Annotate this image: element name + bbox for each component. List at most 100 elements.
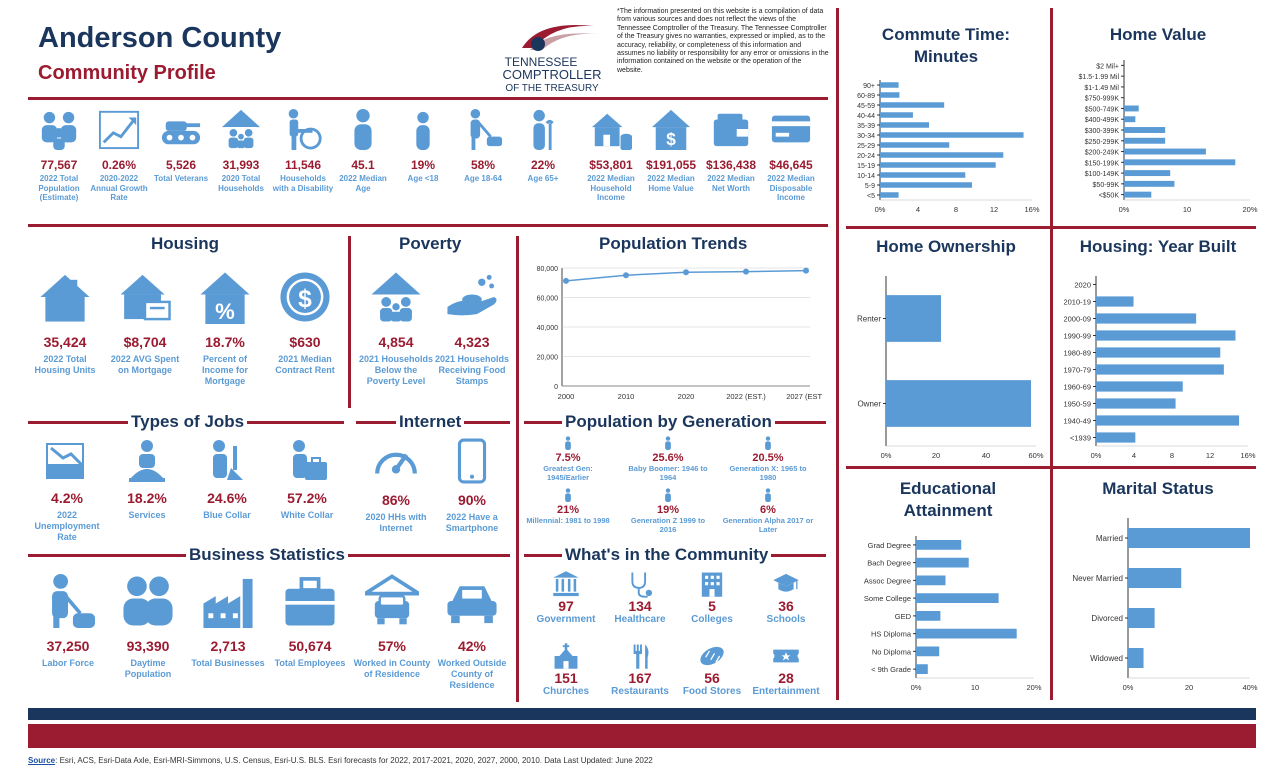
category-label: $250-299K — [1085, 139, 1120, 146]
community-item: 97 Government — [526, 568, 606, 625]
stat-label: Blue Collar — [203, 510, 251, 520]
stat-value: 31,993 — [222, 158, 260, 172]
population-point — [683, 269, 689, 276]
x-tick-label: 10 — [971, 683, 979, 692]
bar — [1096, 313, 1197, 324]
stat-label: 2021 Households Below the Poverty Level — [358, 354, 434, 386]
center-divider — [516, 236, 519, 702]
internet-stat-item: 90% 2022 Have a Smartphone — [434, 434, 510, 534]
bar — [1124, 180, 1175, 187]
bar — [1096, 381, 1183, 392]
category-label: 30-34 — [857, 133, 875, 140]
house-icon — [40, 274, 90, 322]
community-value: 167 — [628, 670, 652, 686]
car-garage-icon — [365, 574, 419, 625]
child-icon — [416, 111, 430, 150]
tank-icon — [161, 121, 201, 145]
x-tick-label: 4 — [916, 205, 920, 214]
stat-value: 0.26% — [101, 158, 137, 172]
factory-icon — [203, 578, 253, 628]
category-label: $100-149K — [1085, 171, 1120, 178]
stat-label: 2022 Total Housing Units — [34, 354, 96, 375]
source-link[interactable]: Source — [28, 756, 56, 765]
category-label: Divorced — [1091, 614, 1123, 623]
svg-text:$: $ — [298, 286, 312, 313]
top-stat-item: 58% Age 18-64 — [452, 104, 514, 184]
dollar-coin-icon: $ — [280, 272, 330, 322]
stat-value: 19% — [410, 158, 436, 172]
x-tick-label: 8 — [1170, 451, 1174, 460]
bar — [880, 122, 929, 128]
housing-year-built-chart: 2020 2010-19 2000-09 1990-99 1980-89 1970-79 1… — [1063, 276, 1256, 460]
category-label: $50-99K — [1093, 182, 1120, 189]
top-stat-item: 19% Age <18 — [392, 104, 454, 184]
x-tick-label: 0% — [881, 451, 892, 460]
x-tick-label: 12 — [1206, 451, 1214, 460]
category-label: <1939 — [1070, 434, 1091, 443]
stat-label: Worked in County of Residence — [353, 658, 431, 679]
bar — [880, 162, 996, 168]
bar — [916, 610, 941, 621]
x-tick-label: 2010 — [618, 392, 635, 401]
housing-title: Housing — [148, 234, 222, 254]
briefcase-icon — [285, 577, 335, 626]
bar — [886, 380, 1031, 427]
stat-label: Labor Force — [41, 658, 94, 668]
housing-year-built-title: Housing: Year Built — [1079, 237, 1237, 256]
category-label: GED — [895, 612, 912, 621]
category-label: 40-44 — [857, 113, 875, 120]
stat-value: 37,250 — [46, 638, 90, 654]
comptroller-seal-icon: TENNESSEE COMPTROLLER OF THE TREASURY — [503, 24, 601, 94]
bar — [1124, 105, 1139, 112]
bar — [1128, 608, 1155, 628]
category-label: 45-59 — [857, 103, 875, 110]
stat-value: 4,854 — [378, 334, 414, 350]
declining-chart-icon — [46, 443, 85, 479]
mower-worker-icon — [52, 574, 95, 628]
svg-text:$: $ — [666, 129, 676, 149]
community-item: 5 Colleges — [672, 568, 752, 625]
category-label: 20-24 — [857, 153, 875, 160]
stat-value: 35,424 — [43, 334, 87, 350]
generation-item: 19% Generation Z 1999 to 2016 — [622, 488, 714, 534]
category-label: 15-19 — [857, 163, 875, 170]
bar — [1096, 415, 1240, 426]
top-stat-item: 11,546 Households with a Disability — [272, 104, 334, 193]
footer-navy-band — [28, 708, 1256, 720]
x-tick-label: 0% — [1119, 205, 1130, 214]
category-label: $150-199K — [1085, 160, 1120, 167]
generation-title: Population by Generation — [562, 412, 775, 432]
marital-status-title: Marital Status — [1102, 479, 1214, 498]
wheelchair-icon — [288, 108, 322, 150]
generation-label: Baby Boomer: 1946 to 1964 — [628, 464, 708, 482]
x-tick-label: 20% — [1026, 683, 1041, 692]
business-stat-item: 50,674 Total Employees — [270, 570, 350, 669]
stat-label: 2020 Total Households — [218, 174, 264, 193]
bar — [886, 295, 941, 342]
bar — [880, 132, 1024, 138]
home-ownership-title: Home Ownership — [876, 237, 1016, 256]
bar — [1096, 330, 1236, 341]
category-label: $1-1.49 Mil — [1084, 85, 1119, 92]
person-icon — [765, 488, 771, 502]
stat-label: 2020-2022 Annual Growth Rate — [90, 174, 148, 202]
family-icon — [41, 111, 77, 150]
housing-stat-item: % 18.7% Percent of Income for Mortgage — [190, 266, 260, 387]
bar — [880, 192, 899, 198]
stat-label: Age <18 — [407, 174, 439, 183]
church-icon — [554, 643, 578, 669]
bar — [916, 557, 969, 568]
bar — [880, 92, 900, 98]
generation-value: 19% — [656, 504, 680, 516]
stat-label: Age 18-64 — [464, 174, 502, 183]
x-tick-label: 0% — [911, 683, 922, 692]
stat-value: 93,390 — [126, 638, 170, 654]
stat-value: 18.7% — [205, 334, 245, 350]
bar — [1124, 137, 1166, 144]
category-label: 2020 — [1074, 281, 1091, 290]
category-label: Assoc Degree — [864, 576, 911, 585]
comptroller-logo[interactable]: TENNESSEE COMPTROLLER OF THE TREASURY — [494, 18, 610, 98]
graduation-cap-icon — [773, 573, 799, 592]
bar — [1124, 191, 1152, 198]
page-subtitle: Community Profile — [38, 62, 216, 84]
